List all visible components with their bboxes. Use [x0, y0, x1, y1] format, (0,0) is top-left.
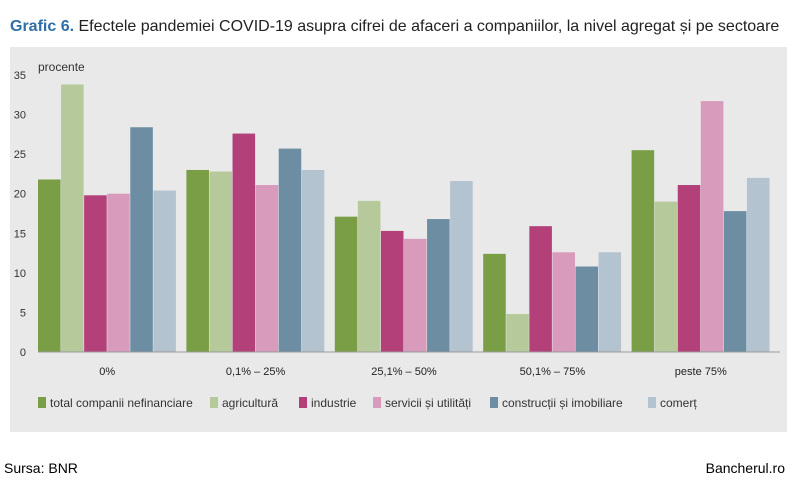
legend-label-4: construcții și imobiliare — [502, 396, 623, 410]
legend-swatch-2 — [299, 397, 307, 408]
bar-0-1 — [61, 84, 84, 353]
x-tick-label-4: peste 75% — [675, 366, 727, 378]
bar-0-0 — [38, 179, 61, 352]
y-tick-label-1: 5 — [20, 307, 26, 319]
legend-label-5: comerț — [660, 396, 697, 410]
bar-3-5 — [598, 252, 622, 352]
source-note: Sursa: BNR — [4, 460, 78, 476]
bar-chart: 0 5 10 15 20 25 30 35 procente 0% 0,1% – 25% 25,1% … — [14, 60, 780, 410]
bar-1-4 — [278, 148, 302, 352]
legend-swatch-3 — [373, 397, 381, 408]
chart-panel: 0 5 10 15 20 25 30 35 procente 0% 0,1% – 25% 25,1% … — [10, 47, 787, 432]
bar-1-2 — [232, 133, 256, 352]
bar-2-2 — [380, 230, 404, 352]
chart-title-label: Grafic 6. — [10, 18, 75, 35]
y-tick-label-2: 10 — [14, 268, 26, 280]
bar-0-5 — [153, 190, 176, 352]
legend-swatch-1 — [210, 397, 218, 408]
x-tick-label-2: 25,1% – 50% — [371, 366, 437, 378]
legend-label-0: total companii nefinanciare — [50, 396, 193, 410]
chart-title-text: Efectele pandemiei COVID-19 asupra cifre… — [78, 18, 780, 35]
bar-0-4 — [130, 127, 153, 352]
bar-0-2 — [84, 195, 107, 352]
y-tick-label-6: 30 — [14, 110, 26, 122]
bar-4-5 — [746, 177, 770, 352]
bar-4-1 — [654, 201, 678, 352]
bar-3-1 — [506, 314, 529, 352]
x-tick-label-0: 0% — [99, 366, 115, 378]
bar-1-0 — [186, 169, 209, 352]
chart-title: Grafic 6. Efectele pandemiei COVID-19 as… — [10, 18, 779, 36]
y-axis-label: procente — [38, 60, 85, 74]
legend-label-3: servicii și utilități — [385, 396, 471, 410]
bar-4-2 — [677, 185, 701, 352]
legend-swatch-4 — [490, 397, 498, 408]
site-credit: Bancherul.ro — [705, 460, 785, 476]
bar-1-3 — [255, 185, 279, 352]
y-tick-label-0: 0 — [20, 347, 26, 359]
bar-3-4 — [575, 266, 599, 352]
bar-4-4 — [723, 211, 747, 352]
y-tick-label-7: 35 — [14, 70, 26, 82]
bar-1-1 — [209, 171, 233, 352]
bar-3-3 — [552, 252, 575, 352]
bar-2-1 — [357, 200, 381, 352]
legend-swatch-0 — [38, 397, 46, 408]
bar-4-3 — [700, 101, 724, 352]
legend-label-1: agricultură — [222, 396, 278, 410]
bar-2-0 — [334, 216, 358, 352]
x-tick-label-3: 50,1% – 75% — [520, 366, 586, 378]
x-tick-label-1: 0,1% – 25% — [226, 366, 286, 378]
y-tick-label-5: 25 — [14, 149, 26, 161]
bar-2-4 — [427, 219, 450, 352]
bar-3-0 — [483, 253, 506, 352]
bar-1-5 — [301, 169, 325, 352]
y-tick-label-3: 15 — [14, 228, 26, 240]
bar-4-0 — [631, 150, 655, 352]
legend-swatch-5 — [648, 397, 656, 408]
bar-0-3 — [107, 193, 130, 352]
bar-2-5 — [450, 181, 473, 352]
bar-3-2 — [529, 226, 552, 352]
y-tick-label-4: 20 — [14, 189, 26, 201]
bar-2-3 — [404, 238, 427, 352]
legend-label-2: industrie — [311, 396, 357, 410]
